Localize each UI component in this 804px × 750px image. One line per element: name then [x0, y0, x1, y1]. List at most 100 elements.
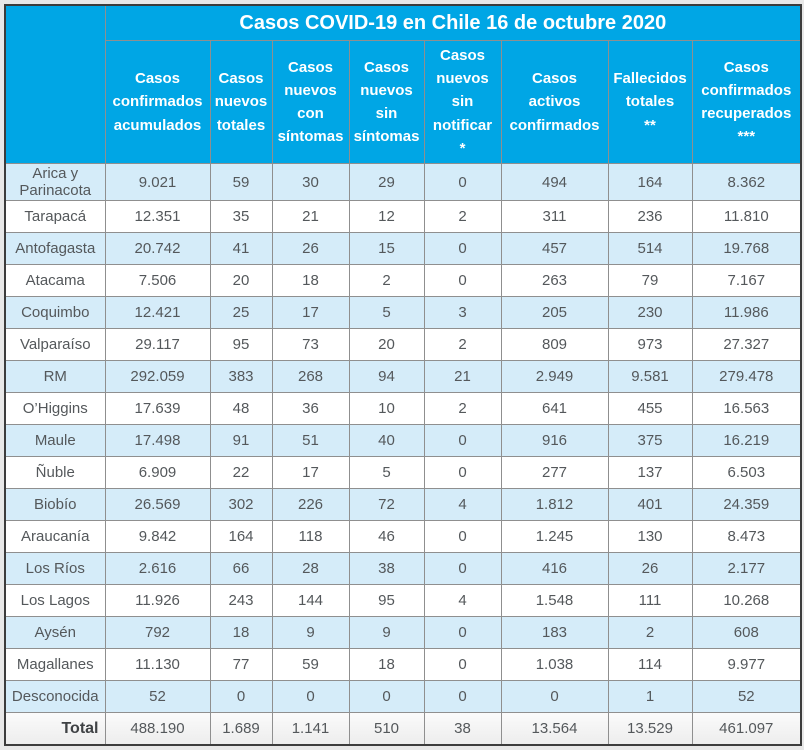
value-cell: 11.986: [691, 296, 802, 329]
value-cell: 0: [500, 680, 609, 713]
region-cell: Magallanes: [4, 648, 106, 681]
value-cell: 17.639: [104, 392, 211, 425]
total-value-cell: 13.564: [500, 712, 609, 746]
total-label: Total: [4, 712, 106, 746]
region-cell: Los Ríos: [4, 552, 106, 585]
column-header-5: Casos activos confirmados: [500, 40, 609, 164]
value-cell: 514: [607, 232, 693, 265]
total-value-cell: 1.689: [209, 712, 273, 746]
value-cell: 35: [209, 200, 273, 233]
value-cell: 130: [607, 520, 693, 553]
value-cell: 20.742: [104, 232, 211, 265]
value-cell: 164: [209, 520, 273, 553]
value-cell: 9.842: [104, 520, 211, 553]
value-cell: 26: [271, 232, 350, 265]
value-cell: 0: [423, 552, 502, 585]
table-header: Casos COVID-19 en Chile 16 de octubre 20…: [4, 4, 802, 164]
value-cell: 59: [271, 648, 350, 681]
table-row: Los Ríos 2.616 66 28 38 0 416 26 2.177: [4, 552, 802, 585]
value-cell: 77: [209, 648, 273, 681]
region-cell: Desconocida: [4, 680, 106, 713]
value-cell: 11.926: [104, 584, 211, 617]
value-cell: 111: [607, 584, 693, 617]
value-cell: 21: [271, 200, 350, 233]
value-cell: 0: [423, 424, 502, 457]
value-cell: 15: [348, 232, 425, 265]
total-value-cell: 1.141: [271, 712, 350, 746]
table-row: Valparaíso 29.117 95 73 20 2 809 973 27.327: [4, 328, 802, 361]
value-cell: 72: [348, 488, 425, 521]
value-cell: 230: [607, 296, 693, 329]
value-cell: 4: [423, 584, 502, 617]
region-cell: RM: [4, 360, 106, 393]
column-header-2: Casos nuevos con síntomas: [271, 40, 350, 164]
value-cell: 416: [500, 552, 609, 585]
value-cell: 9.977: [691, 648, 802, 681]
region-cell: Aysén: [4, 616, 106, 649]
value-cell: 118: [271, 520, 350, 553]
value-cell: 16.219: [691, 424, 802, 457]
value-cell: 2.616: [104, 552, 211, 585]
value-cell: 243: [209, 584, 273, 617]
table-row: Antofagasta 20.742 41 26 15 0 457 514 19.768: [4, 232, 802, 265]
value-cell: 1.245: [500, 520, 609, 553]
value-cell: 95: [209, 328, 273, 361]
value-cell: 26.569: [104, 488, 211, 521]
column-header-1: Casos nuevos totales: [209, 40, 273, 164]
value-cell: 226: [271, 488, 350, 521]
value-cell: 6.503: [691, 456, 802, 489]
value-cell: 292.059: [104, 360, 211, 393]
value-cell: 137: [607, 456, 693, 489]
region-cell: Atacama: [4, 264, 106, 297]
value-cell: 36: [271, 392, 350, 425]
region-cell: Araucanía: [4, 520, 106, 553]
value-cell: 114: [607, 648, 693, 681]
value-cell: 10.268: [691, 584, 802, 617]
value-cell: 10: [348, 392, 425, 425]
value-cell: 2: [423, 392, 502, 425]
value-cell: 17: [271, 456, 350, 489]
value-cell: 21: [423, 360, 502, 393]
value-cell: 268: [271, 360, 350, 393]
region-cell: Maule: [4, 424, 106, 457]
table-row: Coquimbo 12.421 25 17 5 3 205 230 11.986: [4, 296, 802, 329]
value-cell: 9.581: [607, 360, 693, 393]
value-cell: 6.909: [104, 456, 211, 489]
value-cell: 18: [348, 648, 425, 681]
table-row: Araucanía 9.842 164 118 46 0 1.245 130 8.473: [4, 520, 802, 553]
value-cell: 59: [209, 163, 273, 201]
value-cell: 916: [500, 424, 609, 457]
table-row: Tarapacá 12.351 35 21 12 2 311 236 11.810: [4, 200, 802, 233]
total-value-cell: 510: [348, 712, 425, 746]
value-cell: 0: [423, 616, 502, 649]
value-cell: 91: [209, 424, 273, 457]
value-cell: 236: [607, 200, 693, 233]
region-cell: Tarapacá: [4, 200, 106, 233]
value-cell: 7.506: [104, 264, 211, 297]
value-cell: 0: [423, 648, 502, 681]
total-row: Total 488.190 1.689 1.141 510 38 13.564 13.529 4…: [4, 712, 802, 746]
value-cell: 0: [348, 680, 425, 713]
value-cell: 1.038: [500, 648, 609, 681]
value-cell: 22: [209, 456, 273, 489]
table-body: Arica y Parinacota 9.021 59 30 29 0 494 164 8.36…: [4, 163, 802, 746]
value-cell: 8.473: [691, 520, 802, 553]
value-cell: 19.768: [691, 232, 802, 265]
value-cell: 0: [423, 680, 502, 713]
column-header-0: Casos confirmados acumulados: [104, 40, 211, 164]
value-cell: 94: [348, 360, 425, 393]
value-cell: 457: [500, 232, 609, 265]
region-cell: Antofagasta: [4, 232, 106, 265]
value-cell: 73: [271, 328, 350, 361]
value-cell: 52: [691, 680, 802, 713]
table-title: Casos COVID-19 en Chile 16 de octubre 20…: [104, 4, 802, 41]
value-cell: 26: [607, 552, 693, 585]
value-cell: 29: [348, 163, 425, 201]
value-cell: 28: [271, 552, 350, 585]
total-value-cell: 488.190: [104, 712, 211, 746]
table-row: Atacama 7.506 20 18 2 0 263 79 7.167: [4, 264, 802, 297]
value-cell: 51: [271, 424, 350, 457]
value-cell: 11.810: [691, 200, 802, 233]
value-cell: 183: [500, 616, 609, 649]
value-cell: 12.351: [104, 200, 211, 233]
